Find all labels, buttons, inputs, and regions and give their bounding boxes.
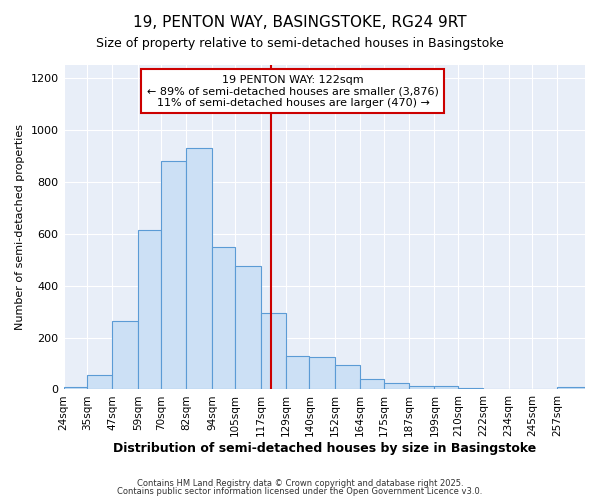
Bar [509,389,532,390]
Bar [87,375,112,390]
Y-axis label: Number of semi-detached properties: Number of semi-detached properties [15,124,25,330]
Bar [138,230,161,390]
Text: Contains public sector information licensed under the Open Government Licence v3: Contains public sector information licen… [118,487,482,496]
Text: Contains HM Land Registry data © Crown copyright and database right 2025.: Contains HM Land Registry data © Crown c… [137,478,463,488]
Bar [483,388,509,390]
Bar [212,246,235,390]
Bar [260,313,286,390]
Text: 19, PENTON WAY, BASINGSTOKE, RG24 9RT: 19, PENTON WAY, BASINGSTOKE, RG24 9RT [133,15,467,30]
Bar [335,365,361,390]
Bar [310,357,335,390]
Bar [458,388,483,390]
Bar [409,386,434,390]
Bar [161,161,187,390]
Bar [235,266,260,390]
Bar [64,387,87,390]
Bar [361,379,383,390]
Text: Size of property relative to semi-detached houses in Basingstoke: Size of property relative to semi-detach… [96,38,504,51]
Bar [557,387,585,390]
Bar [187,148,212,390]
X-axis label: Distribution of semi-detached houses by size in Basingstoke: Distribution of semi-detached houses by … [113,442,536,455]
Text: 19 PENTON WAY: 122sqm
← 89% of semi-detached houses are smaller (3,876)
11% of s: 19 PENTON WAY: 122sqm ← 89% of semi-deta… [147,74,439,108]
Bar [286,356,310,390]
Bar [383,383,409,390]
Bar [434,386,458,390]
Bar [112,320,138,390]
